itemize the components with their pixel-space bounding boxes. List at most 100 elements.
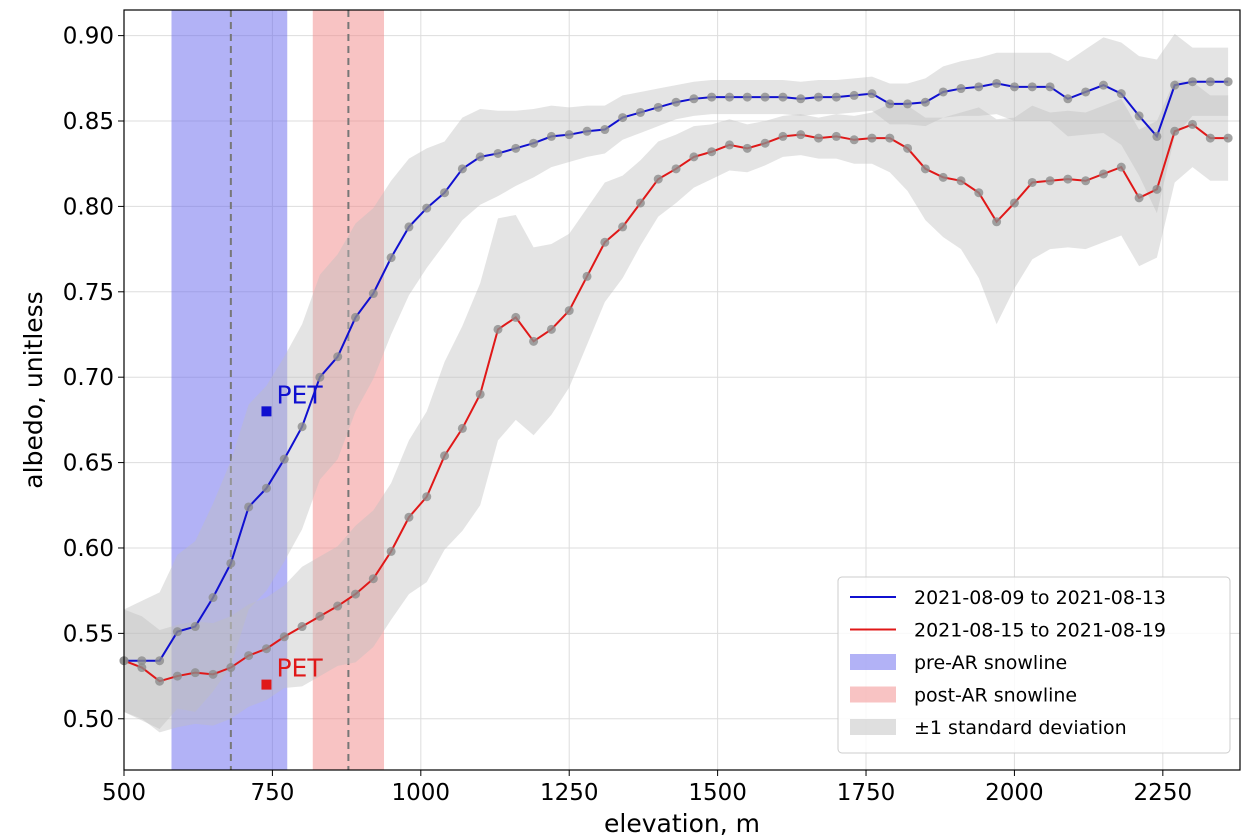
data-point	[440, 451, 450, 461]
data-point	[742, 92, 752, 102]
data-point	[653, 174, 663, 184]
pet-label: PET	[276, 380, 323, 409]
x-tick-label: 2000	[985, 780, 1044, 806]
data-point	[208, 593, 218, 603]
data-point	[244, 651, 254, 661]
data-point	[903, 99, 913, 109]
data-point	[1045, 176, 1055, 186]
data-point	[529, 336, 539, 346]
x-tick-label: 1750	[837, 780, 896, 806]
data-point	[1063, 174, 1073, 184]
data-point	[938, 172, 948, 182]
y-tick-label: 0.60	[63, 536, 114, 562]
data-point	[1205, 133, 1215, 143]
data-point	[814, 133, 824, 143]
data-point	[956, 84, 966, 94]
y-axis-label: albedo, unitless	[19, 291, 48, 488]
data-point	[671, 97, 681, 107]
data-point	[831, 131, 841, 141]
data-point	[333, 601, 343, 611]
data-point	[1081, 176, 1091, 186]
data-point	[546, 131, 556, 141]
data-point	[190, 668, 200, 678]
data-point	[600, 237, 610, 247]
data-point	[137, 656, 147, 666]
std-envelope	[124, 33, 1229, 730]
legend-patch-swatch	[850, 686, 896, 703]
data-point	[529, 138, 539, 148]
data-point	[404, 512, 414, 522]
data-point	[279, 454, 289, 464]
data-point	[208, 669, 218, 679]
data-point	[1027, 82, 1037, 92]
data-point	[297, 622, 307, 632]
y-tick-label: 0.55	[63, 621, 114, 647]
data-point	[422, 203, 432, 213]
data-point	[155, 656, 165, 666]
std-envelopes	[124, 33, 1229, 733]
pet-marker	[261, 679, 272, 690]
data-point	[351, 589, 361, 599]
data-point	[1152, 184, 1162, 194]
data-point	[546, 324, 556, 334]
legend-patch-swatch	[850, 719, 896, 735]
data-point	[956, 176, 966, 186]
x-tick-label: 1250	[540, 780, 599, 806]
data-point	[867, 89, 877, 99]
pet-marker	[261, 406, 272, 417]
data-point	[814, 92, 824, 102]
data-point	[974, 188, 984, 198]
data-point	[600, 125, 610, 135]
data-point	[1134, 111, 1144, 121]
data-point	[457, 423, 467, 433]
data-point	[1116, 89, 1126, 99]
data-point	[938, 87, 948, 97]
legend: 2021-08-09 to 2021-08-13 2021-08-15 to 20…	[837, 576, 1231, 754]
data-point	[1170, 80, 1180, 90]
data-point	[190, 622, 200, 632]
data-point	[724, 92, 734, 102]
legend-label: 2021-08-09 to 2021-08-13	[914, 587, 1166, 609]
data-point	[1188, 77, 1198, 87]
axis-ticks: 500 750 1000 1250 1500 1750 2000 2250 0.50 0.55 0.…	[63, 24, 1192, 806]
data-point	[315, 611, 325, 621]
x-tick-label: 1500	[688, 780, 747, 806]
data-point	[653, 102, 663, 112]
y-tick-label: 0.80	[63, 194, 114, 220]
data-point	[297, 422, 307, 432]
data-point	[992, 217, 1002, 227]
data-point	[493, 324, 503, 334]
data-point	[1027, 177, 1037, 187]
data-point	[867, 133, 877, 143]
data-point	[333, 352, 343, 362]
x-axis-label: elevation, m	[604, 809, 760, 838]
data-point	[1116, 162, 1126, 172]
data-point	[511, 312, 521, 322]
std-envelope	[124, 80, 1229, 733]
legend-box	[837, 576, 1231, 754]
data-point	[351, 312, 361, 322]
snowline-band	[171, 10, 288, 770]
data-point	[635, 107, 645, 117]
data-point	[1188, 119, 1198, 129]
data-point	[974, 82, 984, 92]
data-point	[226, 663, 236, 673]
data-point	[920, 97, 930, 107]
data-point	[760, 92, 770, 102]
x-tick-label: 750	[250, 780, 294, 806]
data-point	[849, 90, 859, 100]
data-point	[1009, 82, 1019, 92]
data-point	[244, 502, 254, 512]
data-point	[831, 92, 841, 102]
data-point	[1081, 87, 1091, 97]
y-tick-label: 0.75	[63, 280, 114, 306]
data-point	[849, 135, 859, 145]
data-point	[386, 253, 396, 263]
data-point	[1134, 193, 1144, 203]
data-point	[172, 671, 182, 681]
data-point	[155, 676, 165, 686]
data-point	[404, 222, 414, 232]
data-point	[1205, 77, 1215, 87]
data-point	[582, 126, 592, 136]
